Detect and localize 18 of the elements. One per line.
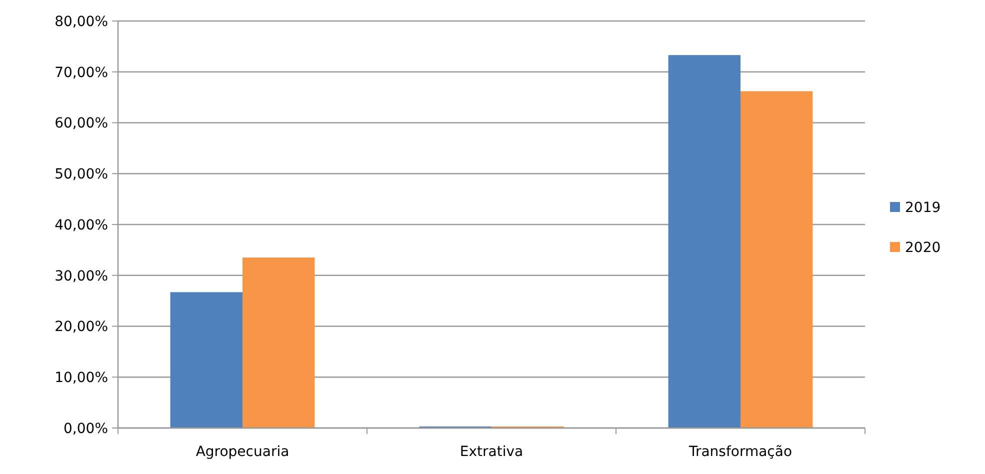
legend-label: 2020 bbox=[905, 240, 941, 256]
y-tick-label: 20,00% bbox=[54, 319, 108, 336]
bar bbox=[242, 258, 315, 428]
x-tick-label: Agropecuaria bbox=[196, 444, 290, 460]
bar bbox=[740, 91, 813, 428]
bar bbox=[668, 55, 740, 428]
y-tick-label: 70,00% bbox=[54, 64, 108, 81]
y-tick-label: 30,00% bbox=[54, 268, 108, 284]
y-tick-label: 50,00% bbox=[54, 166, 108, 183]
legend-label: 2019 bbox=[905, 200, 941, 216]
x-tick-label: Extrativa bbox=[460, 444, 524, 460]
y-tick-label: 80,00% bbox=[54, 14, 108, 30]
bar bbox=[170, 292, 242, 428]
y-tick-label: 60,00% bbox=[54, 116, 108, 132]
y-tick-label: 0,00% bbox=[64, 420, 108, 437]
y-tick-label: 10,00% bbox=[54, 370, 108, 386]
y-tick-label: 40,00% bbox=[54, 217, 108, 234]
x-tick-label: Transformação bbox=[688, 444, 792, 460]
